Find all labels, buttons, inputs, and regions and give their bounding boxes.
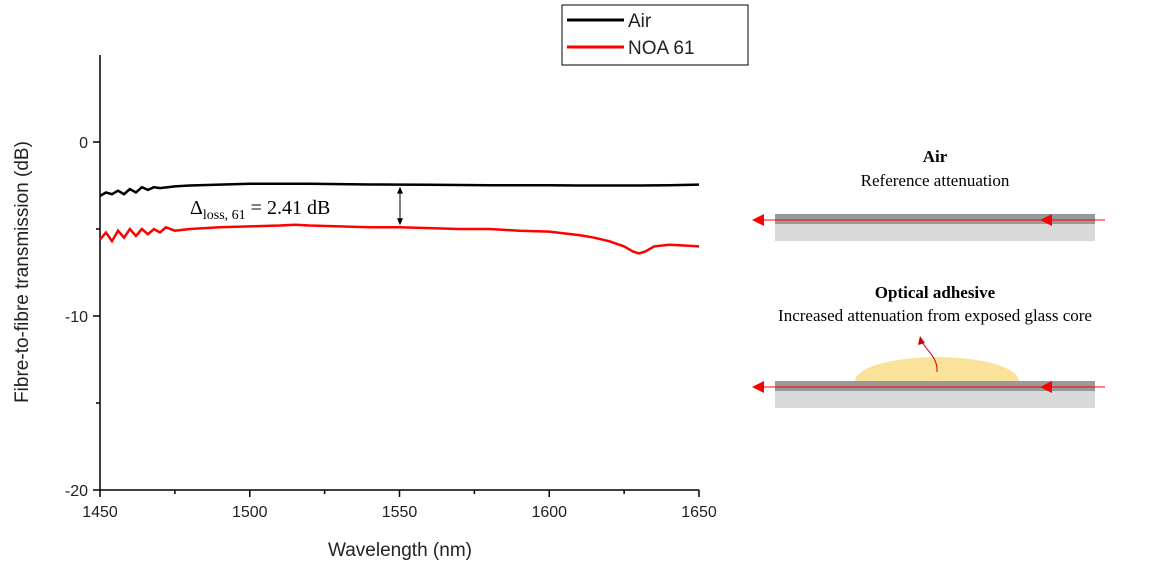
fibre-air	[752, 214, 1105, 241]
x-tick-label: 1500	[232, 504, 268, 521]
diagram-title: Air	[923, 147, 948, 166]
arrow-head	[397, 186, 403, 194]
x-tick-label: 1450	[82, 504, 118, 521]
diagram-caption: Increased attenuation from exposed glass…	[778, 306, 1092, 325]
annotation: Δloss, 61 = 2.41 dB	[190, 197, 330, 223]
legend-label: Air	[628, 11, 652, 32]
legend-box	[561, 4, 749, 66]
arrow-head	[397, 218, 403, 226]
y-tick-label: -10	[65, 309, 88, 326]
x-tick-label: 1550	[382, 504, 418, 521]
x-axis-label: Wavelength (nm)	[328, 540, 472, 561]
y-tick-label: -20	[65, 483, 88, 500]
x-tick-label: 1600	[531, 504, 567, 521]
series-line	[99, 182, 700, 197]
x-tick-label: 1650	[681, 504, 717, 521]
annotation-text: = 2.41 dB	[246, 197, 331, 219]
y-tick-label: 0	[79, 135, 88, 152]
diagram-caption: Reference attenuation	[861, 171, 1010, 190]
annotation-subscript: loss, 61	[203, 208, 246, 223]
legend-label: NOA 61	[628, 38, 695, 59]
diagram-title: Optical adhesive	[875, 283, 996, 302]
fibre-adhesive	[752, 336, 1105, 408]
y-axis-label: Fibre-to-fibre transmission (dB)	[12, 141, 33, 403]
annotation-symbol: Δ	[190, 197, 203, 219]
series-line	[99, 223, 700, 255]
